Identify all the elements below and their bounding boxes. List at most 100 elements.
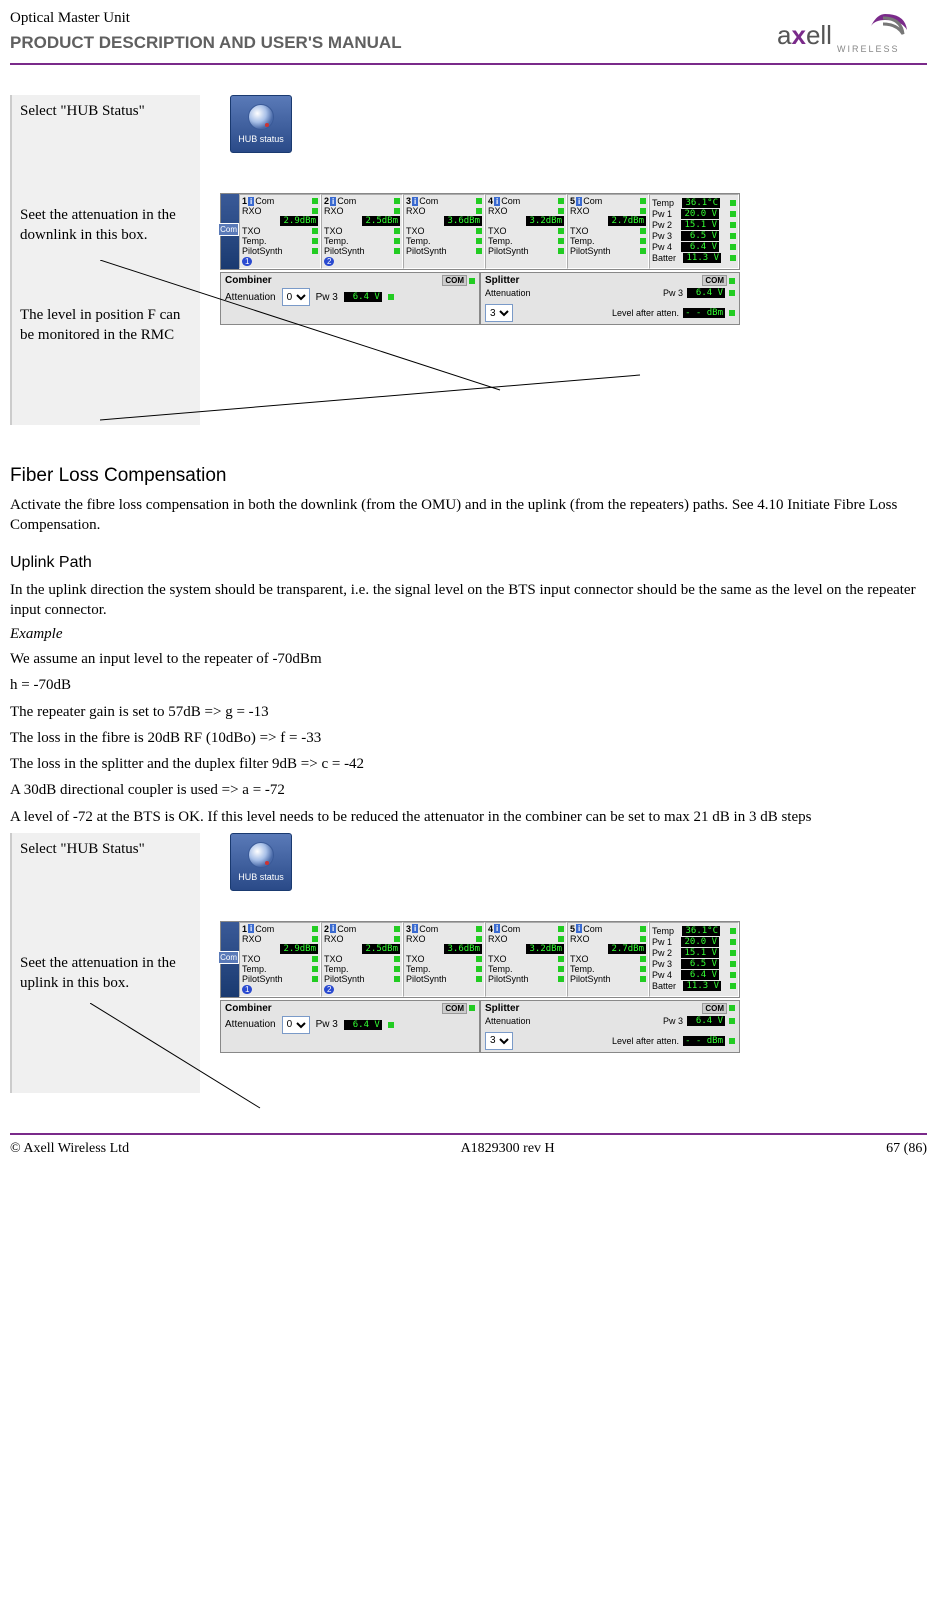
combiner-splitter-row-2: Combiner COM Attenuation 0 Pw 3 6.4 V Sp… [220,1000,740,1053]
splitter-atten-select[interactable]: 3 [485,304,513,322]
side-readout-2: Temp36.1°CPw 120.0 VPw 215.1 VPw 36.5 VP… [649,922,739,997]
splitter-led-2 [729,1005,735,1011]
splitter-pw-label-2: Pw 3 [663,1016,683,1026]
splitter-pw-value-2: 6.4 V [687,1016,725,1026]
combiner-pw-led-2 [388,1022,394,1028]
rack-side-2: Com Rack 1 [221,922,239,997]
readout-row: Pw 36.5 V [652,231,736,241]
instruction-block-1: Select "HUB Status" Seet the attenuation… [10,95,927,435]
uplink-heading: Uplink Path [10,554,927,572]
step-select-hub-text: Select "HUB Status" [20,103,145,119]
product-name: Optical Master Unit [10,10,402,27]
combiner-atten-label-2: Attenuation [225,1019,276,1030]
combiner-led-2 [469,1005,475,1011]
combiner-pw-led [388,294,394,300]
splitter-com-2[interactable]: COM [702,1003,727,1014]
footer-right: 67 (86) [886,1141,927,1157]
footer-left: © Axell Wireless Ltd [10,1141,129,1157]
uplink-l4: The loss in the fibre is 20dB RF (10dBo)… [10,728,927,748]
step-select-hub: Select "HUB Status" [10,95,200,175]
splitter-level-led [729,310,735,316]
fiber-text: Activate the fibre loss compensation in … [10,495,927,536]
readout-row: Batter11.3 V [652,981,736,991]
hub-status-icon [248,104,274,130]
splitter-title: Splitter [485,275,519,286]
splitter-level-value-2: - - dBm [683,1036,725,1046]
combiner-panel-2: Combiner COM Attenuation 0 Pw 3 6.4 V [220,1000,480,1053]
rack-slot: 1 iComRXO2.9dBmTXOTemp.PilotSynth1 [239,194,321,269]
combiner-com-2[interactable]: COM [442,1003,467,1014]
uplink-l1: We assume an input level to the repeater… [10,649,927,669]
uplink-l3: The repeater gain is set to 57dB => g = … [10,702,927,722]
rack-slot: 5 iComRXO2.7dBmTXOTemp.PilotSynth [567,194,649,269]
readout-row: Pw 215.1 V [652,220,736,230]
rack-slot: 5 iComRXO2.7dBmTXOTemp.PilotSynth [567,922,649,997]
combiner-pw-value: 6.4 V [344,292,382,302]
readout-row: Temp36.1°C [652,198,736,208]
step-set-atten-dl-text: Seet the attenuation in the downlink in … [20,207,176,243]
uplink-l7: A level of -72 at the BTS is OK. If this… [10,807,927,827]
splitter-pw-value: 6.4 V [687,288,725,298]
readout-row: Pw 120.0 V [652,937,736,947]
splitter-level-led-2 [729,1038,735,1044]
step2-set-atten-ul-text: Seet the attenuation in the uplink in th… [20,955,176,991]
uplink-l5: The loss in the splitter and the duplex … [10,754,927,774]
combiner-pw-label: Pw 3 [316,292,338,303]
instruction-block-2: Select "HUB Status" Seet the attenuation… [10,833,927,1113]
splitter-pw-led [729,290,735,296]
footer-rule [10,1133,927,1135]
combiner-led [469,278,475,284]
logo-icon: axell WIRELESS [777,10,927,54]
step-level-f-text: The level in position F can be monitored… [20,307,180,343]
readout-row: Pw 46.4 V [652,970,736,980]
rack-com-badge[interactable]: Com [218,223,239,236]
rack-label-2: Rack 1 [208,945,218,974]
readout-row: Pw 120.0 V [652,209,736,219]
uplink-l2: h = -70dB [10,675,927,695]
readout-row: Temp36.1°C [652,926,736,936]
example-label: Example [10,626,927,643]
rack-slots: 1 iComRXO2.9dBmTXOTemp.PilotSynth12 iCom… [239,194,649,269]
header-rule [10,63,927,65]
rack-panel-2: Com Rack 1 1 iComRXO2.9dBmTXOTemp.PilotS… [220,921,740,998]
svg-text:WIRELESS: WIRELESS [837,44,900,54]
step2-set-atten-ul: Seet the attenuation in the uplink in th… [10,913,200,1093]
combiner-atten-select[interactable]: 0 [282,288,310,306]
hub-status-button[interactable]: HUB status [230,95,292,153]
hub-status-button-2[interactable]: HUB status [230,833,292,891]
rack-slots-2: 1 iComRXO2.9dBmTXOTemp.PilotSynth12 iCom… [239,922,649,997]
combiner-title: Combiner [225,275,272,286]
readout-row: Batter11.3 V [652,253,736,263]
splitter-title-2: Splitter [485,1003,519,1014]
footer-mid: A1829300 rev H [461,1141,555,1157]
splitter-panel: Splitter COM Attenuation Pw 3 6.4 V [480,272,740,325]
rack-slot: 4 iComRXO3.2dBmTXOTemp.PilotSynth [485,194,567,269]
rack-panel: Com Rack 1 1 iComRXO2.9dBmTXOTemp.PilotS… [220,193,740,270]
splitter-level-label: Level after atten. [612,308,679,318]
step2-select-hub-text: Select "HUB Status" [20,841,145,857]
fiber-heading: Fiber Loss Compensation [10,465,927,487]
step2-select-hub: Select "HUB Status" [10,833,200,913]
uplink-l6: A 30dB directional coupler is used => a … [10,780,927,800]
uplink-p1: In the uplink direction the system shoul… [10,580,927,621]
combiner-com[interactable]: COM [442,275,467,286]
footer: © Axell Wireless Ltd A1829300 rev H 67 (… [10,1141,927,1157]
rack-slot: 1 iComRXO2.9dBmTXOTemp.PilotSynth1 [239,922,321,997]
step-level-f: The level in position F can be monitored… [10,285,200,425]
rack-slot: 2 iComRXO2.5dBmTXOTemp.PilotSynth2 [321,194,403,269]
readout-row: Pw 36.5 V [652,959,736,969]
readout-row: Pw 46.4 V [652,242,736,252]
splitter-pw-label: Pw 3 [663,288,683,298]
rack-slot: 3 iComRXO3.6dBmTXOTemp.PilotSynth [403,922,485,997]
combiner-panel: Combiner COM Attenuation 0 Pw 3 6.4 V [220,272,480,325]
rack-com-badge-2[interactable]: Com [218,951,239,964]
hub-status-icon-2 [248,842,274,868]
splitter-com[interactable]: COM [702,275,727,286]
splitter-panel-2: Splitter COM Attenuation Pw 3 6.4 V [480,1000,740,1053]
rack-slot: 4 iComRXO3.2dBmTXOTemp.PilotSynth [485,922,567,997]
splitter-level-label-2: Level after atten. [612,1036,679,1046]
logo: axell WIRELESS [777,10,927,59]
combiner-atten-select-2[interactable]: 0 [282,1016,310,1034]
subtitle: PRODUCT DESCRIPTION AND USER'S MANUAL [10,33,402,53]
splitter-atten-select-2[interactable]: 3 [485,1032,513,1050]
